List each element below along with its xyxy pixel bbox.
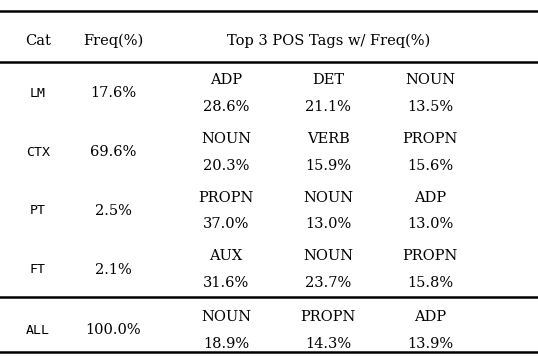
Text: NOUN: NOUN xyxy=(405,73,456,87)
Text: Freq(%): Freq(%) xyxy=(83,34,143,48)
Text: NOUN: NOUN xyxy=(303,190,353,205)
Text: Cat: Cat xyxy=(25,34,51,48)
Text: PROPN: PROPN xyxy=(199,190,253,205)
Text: PROPN: PROPN xyxy=(301,310,356,324)
Text: Top 3 POS Tags w/ Freq(%): Top 3 POS Tags w/ Freq(%) xyxy=(226,34,430,48)
Text: 13.0%: 13.0% xyxy=(407,217,454,231)
Text: ALL: ALL xyxy=(26,324,49,337)
Text: 2.5%: 2.5% xyxy=(95,204,131,218)
Text: DET: DET xyxy=(312,73,344,87)
Text: 14.3%: 14.3% xyxy=(305,336,351,351)
Text: 15.8%: 15.8% xyxy=(407,276,454,290)
Text: ADP: ADP xyxy=(414,190,447,205)
Text: VERB: VERB xyxy=(307,132,350,146)
Text: 28.6%: 28.6% xyxy=(203,100,249,114)
Text: 31.6%: 31.6% xyxy=(203,276,249,290)
Text: FT: FT xyxy=(30,263,46,276)
Text: 2.1%: 2.1% xyxy=(95,263,131,277)
Text: 13.5%: 13.5% xyxy=(407,100,454,114)
Text: 37.0%: 37.0% xyxy=(203,217,249,231)
Text: 15.9%: 15.9% xyxy=(305,158,351,173)
Text: 69.6%: 69.6% xyxy=(90,145,136,159)
Text: 13.9%: 13.9% xyxy=(407,336,454,351)
Text: 18.9%: 18.9% xyxy=(203,336,249,351)
Text: AUX: AUX xyxy=(209,249,243,263)
Text: 13.0%: 13.0% xyxy=(305,217,351,231)
Text: 100.0%: 100.0% xyxy=(85,323,141,337)
Text: 20.3%: 20.3% xyxy=(203,158,249,173)
Text: CTX: CTX xyxy=(26,146,49,159)
Text: ADP: ADP xyxy=(414,310,447,324)
Text: NOUN: NOUN xyxy=(201,132,251,146)
Text: LM: LM xyxy=(30,87,46,100)
Text: PROPN: PROPN xyxy=(403,249,458,263)
Text: NOUN: NOUN xyxy=(201,310,251,324)
Text: 17.6%: 17.6% xyxy=(90,87,136,100)
Text: PT: PT xyxy=(30,204,46,218)
Text: 21.1%: 21.1% xyxy=(305,100,351,114)
Text: 15.6%: 15.6% xyxy=(407,158,454,173)
Text: NOUN: NOUN xyxy=(303,249,353,263)
Text: 23.7%: 23.7% xyxy=(305,276,351,290)
Text: ADP: ADP xyxy=(210,73,242,87)
Text: PROPN: PROPN xyxy=(403,132,458,146)
